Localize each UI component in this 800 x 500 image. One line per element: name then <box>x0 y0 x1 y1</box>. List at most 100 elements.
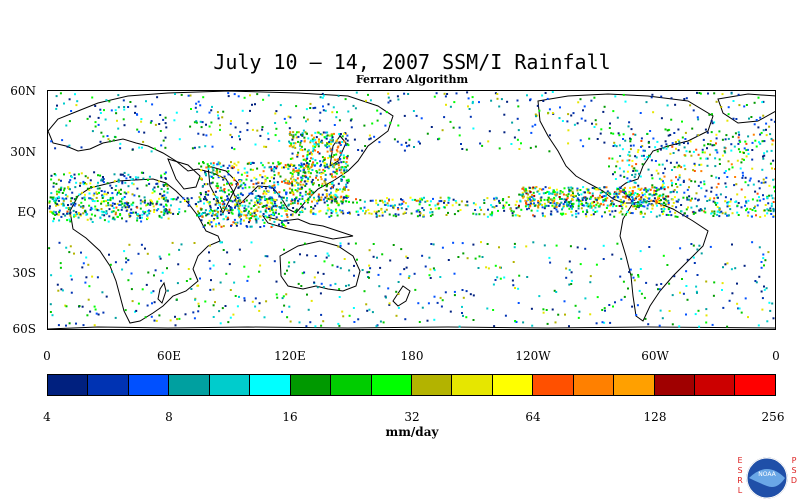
rain-pixel <box>335 170 338 173</box>
rain-pixel <box>153 186 156 189</box>
rain-pixel <box>293 144 296 147</box>
rain-pixel <box>264 204 267 207</box>
rain-pixel <box>212 162 215 165</box>
rain-pixel <box>60 288 63 291</box>
rain-pixel <box>497 209 499 212</box>
rain-pixel <box>381 211 384 214</box>
rain-pixel <box>233 221 236 224</box>
rain-pixel <box>69 188 71 191</box>
rain-pixel <box>70 291 73 294</box>
rain-pixel <box>89 310 92 313</box>
rain-pixel <box>239 130 242 133</box>
rain-pixel <box>652 137 655 140</box>
rain-pixel <box>736 193 739 196</box>
rain-pixel <box>269 196 272 199</box>
rain-pixel <box>251 128 254 131</box>
rain-pixel <box>313 276 316 279</box>
rain-pixel <box>705 189 708 192</box>
rain-pixel <box>57 204 60 207</box>
rain-pixel <box>758 187 761 190</box>
rain-pixel <box>250 217 253 219</box>
rain-pixel <box>388 302 391 305</box>
rain-pixel <box>57 289 60 292</box>
rain-pixel <box>269 215 272 217</box>
rain-pixel <box>765 128 767 131</box>
rain-pixel <box>715 142 717 145</box>
rain-pixel <box>163 184 166 187</box>
rain-pixel <box>317 151 319 154</box>
rain-pixel <box>218 175 221 177</box>
rain-pixel <box>297 135 300 138</box>
rain-pixel <box>634 192 637 194</box>
rain-pixel <box>680 204 683 206</box>
rain-pixel <box>728 168 731 171</box>
rain-pixel <box>648 202 651 205</box>
rain-pixel <box>81 305 84 308</box>
rain-pixel <box>207 221 210 224</box>
rain-pixel <box>745 149 748 152</box>
rain-pixel <box>645 188 648 191</box>
rain-pixel <box>612 173 614 176</box>
rain-pixel <box>766 320 769 323</box>
rain-pixel <box>50 140 53 143</box>
rain-pixel <box>225 209 228 211</box>
rain-pixel <box>647 141 650 144</box>
rain-pixel <box>307 137 310 140</box>
rain-pixel <box>231 136 233 139</box>
rain-pixel <box>715 100 718 103</box>
rain-pixel <box>204 209 207 212</box>
rain-pixel <box>319 176 322 178</box>
rain-pixel <box>294 146 297 149</box>
rain-pixel <box>163 172 166 175</box>
rain-pixel <box>533 198 536 201</box>
rain-pixel <box>112 207 115 209</box>
rain-pixel <box>637 195 640 198</box>
rain-pixel <box>434 207 437 210</box>
rain-pixel <box>90 218 93 221</box>
rain-pixel <box>317 140 320 143</box>
rain-pixel <box>160 216 163 219</box>
rain-pixel <box>724 138 727 141</box>
rain-pixel <box>77 216 80 219</box>
rain-pixel <box>121 182 124 185</box>
rain-pixel <box>105 204 108 207</box>
rain-pixel <box>85 183 88 186</box>
rain-pixel <box>123 106 126 108</box>
rain-pixel <box>365 210 368 212</box>
rain-pixel <box>63 189 65 192</box>
rain-pixel <box>297 183 300 186</box>
rain-pixel <box>307 170 310 173</box>
rain-pixel <box>305 108 308 111</box>
rain-pixel <box>267 132 270 135</box>
rain-pixel <box>769 133 772 136</box>
rain-pixel <box>318 119 321 122</box>
rain-pixel <box>148 212 151 215</box>
rain-pixel <box>387 96 390 99</box>
rain-pixel <box>141 288 144 291</box>
rain-pixel <box>578 200 581 203</box>
rain-pixel <box>624 195 627 198</box>
rain-pixel <box>210 279 212 282</box>
rain-pixel <box>548 150 551 153</box>
rain-pixel <box>612 132 615 135</box>
rain-pixel <box>631 305 634 308</box>
rain-pixel <box>304 184 307 187</box>
rain-pixel <box>526 94 528 97</box>
rain-pixel <box>597 197 600 199</box>
rain-pixel <box>375 212 378 215</box>
rain-pixel <box>234 204 237 207</box>
rain-pixel <box>259 226 262 228</box>
rain-pixel <box>344 137 347 140</box>
rain-pixel <box>205 123 207 126</box>
rain-pixel <box>519 193 522 196</box>
rain-pixel <box>56 104 58 107</box>
rain-pixel <box>219 186 222 189</box>
rain-pixel <box>334 171 337 174</box>
rain-pixel <box>270 167 273 170</box>
rain-pixel <box>212 193 215 196</box>
rain-pixel <box>291 214 294 217</box>
rain-pixel <box>565 276 568 279</box>
rain-pixel <box>770 194 773 197</box>
rain-pixel <box>544 192 547 194</box>
rain-pixel <box>355 198 357 201</box>
